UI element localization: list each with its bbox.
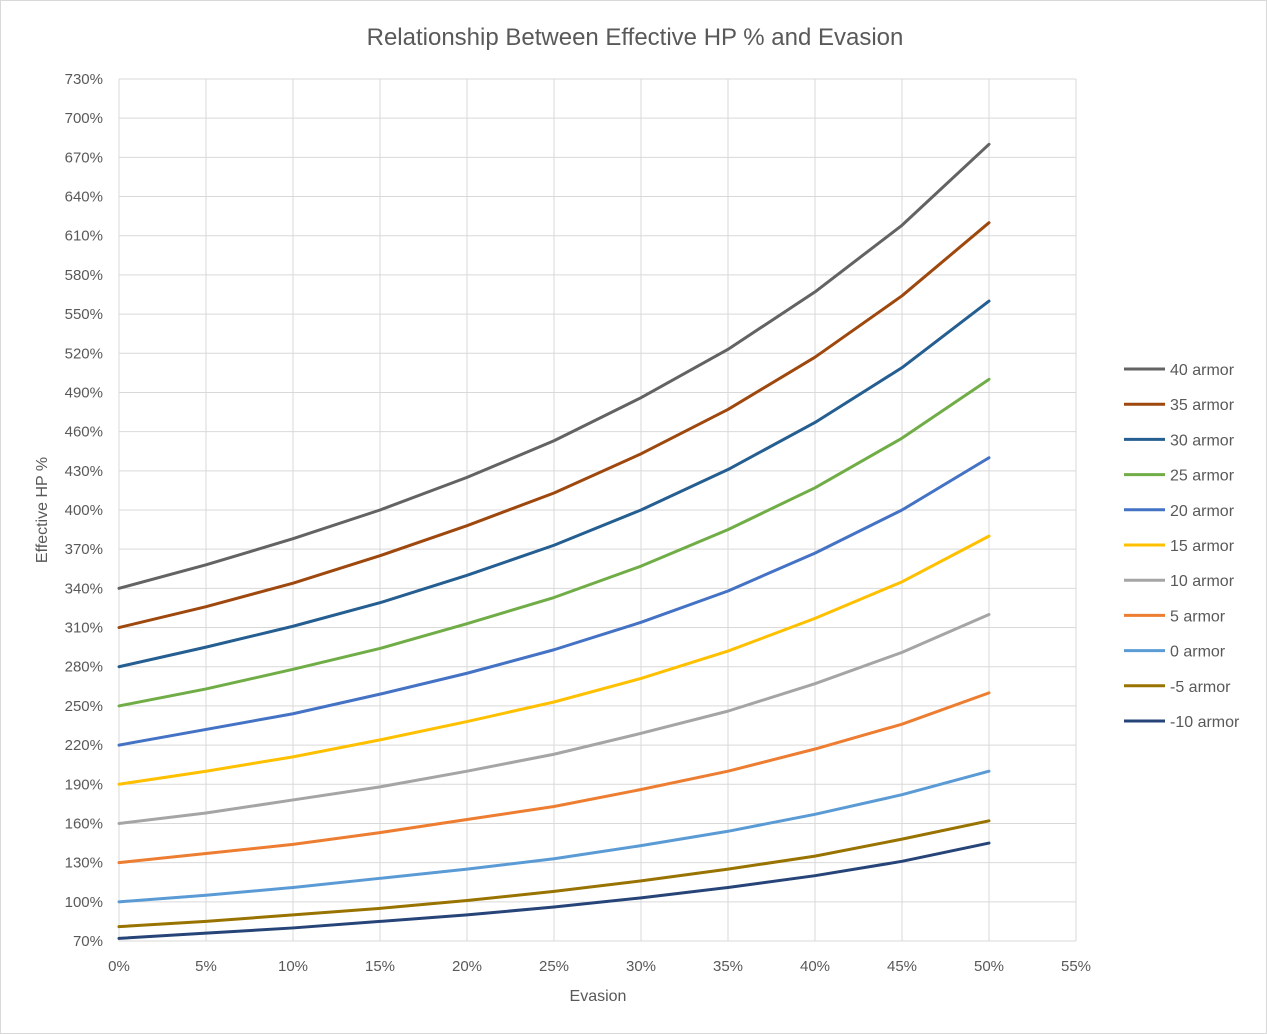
series-line	[117, 534, 991, 786]
y-tick-label: 640%	[65, 189, 103, 206]
x-tick-label: 25%	[539, 958, 569, 975]
y-tick-label: 310%	[65, 620, 103, 637]
legend-label: -5 armor	[1170, 679, 1231, 696]
x-tick-label: 20%	[452, 958, 482, 975]
y-tick-label: 610%	[65, 228, 103, 245]
y-tick-label: 550%	[65, 306, 103, 323]
x-tick-label: 0%	[108, 958, 130, 975]
y-tick-label: 490%	[65, 384, 103, 401]
y-tick-label: 190%	[65, 776, 103, 793]
x-tick-label: 50%	[974, 958, 1004, 975]
legend-label: -10 armor	[1170, 714, 1240, 731]
x-axis-title: Evasion	[570, 988, 627, 1005]
legend-label: 30 armor	[1170, 432, 1235, 449]
series-line	[117, 456, 991, 747]
y-tick-label: 520%	[65, 345, 103, 362]
y-axis-title: Effective HP %	[34, 457, 51, 563]
y-tick-label: 460%	[65, 424, 103, 441]
y-axis-ticks: 70% 100% 130% 160% 190% 220% 250% 280% 310% 340% 3…	[65, 71, 103, 950]
legend-label: 5 armor	[1170, 608, 1226, 625]
series-line	[117, 691, 991, 865]
series-line	[117, 142, 991, 590]
y-tick-label: 430%	[65, 463, 103, 480]
series-line	[117, 819, 991, 929]
x-axis-ticks: 0% 5% 10% 15% 20% 25% 30% 35% 40% 45% 50% 55%	[108, 958, 1091, 975]
x-tick-label: 30%	[626, 958, 656, 975]
series-line	[117, 841, 991, 940]
legend-label: 0 armor	[1170, 644, 1226, 661]
legend-label: 10 armor	[1170, 573, 1235, 590]
y-tick-label: 580%	[65, 267, 103, 284]
series-line	[117, 377, 991, 708]
x-tick-label: 10%	[278, 958, 308, 975]
x-tick-label: 40%	[800, 958, 830, 975]
x-tick-label: 55%	[1061, 958, 1091, 975]
y-tick-label: 130%	[65, 855, 103, 872]
y-tick-label: 700%	[65, 110, 103, 127]
series-line	[117, 612, 991, 825]
y-tick-label: 100%	[65, 894, 103, 911]
y-tick-label: 280%	[65, 659, 103, 676]
y-tick-label: 400%	[65, 502, 103, 519]
y-tick-label: 730%	[65, 71, 103, 88]
legend: 40 armor 35 armor 30 armor 25 armor 20 armor…	[1124, 362, 1240, 731]
legend-label: 35 armor	[1170, 397, 1235, 414]
y-tick-label: 160%	[65, 815, 103, 832]
y-tick-label: 70%	[73, 933, 103, 950]
y-tick-label: 340%	[65, 580, 103, 597]
y-tick-label: 370%	[65, 541, 103, 558]
y-tick-label: 670%	[65, 149, 103, 166]
chart-title: Relationship Between Effective HP % and …	[367, 24, 904, 51]
legend-label: 25 armor	[1170, 468, 1235, 485]
series-line	[117, 221, 991, 630]
legend-label: 15 armor	[1170, 538, 1235, 555]
legend-label: 20 armor	[1170, 503, 1235, 520]
y-tick-label: 250%	[65, 698, 103, 715]
x-tick-label: 35%	[713, 958, 743, 975]
series-lines	[117, 142, 991, 940]
x-tick-label: 45%	[887, 958, 917, 975]
series-line	[117, 299, 991, 669]
y-tick-label: 220%	[65, 737, 103, 754]
legend-label: 40 armor	[1170, 362, 1235, 379]
gridlines	[118, 78, 1077, 942]
x-tick-label: 5%	[195, 958, 217, 975]
x-tick-label: 15%	[365, 958, 395, 975]
series-line	[117, 769, 991, 904]
